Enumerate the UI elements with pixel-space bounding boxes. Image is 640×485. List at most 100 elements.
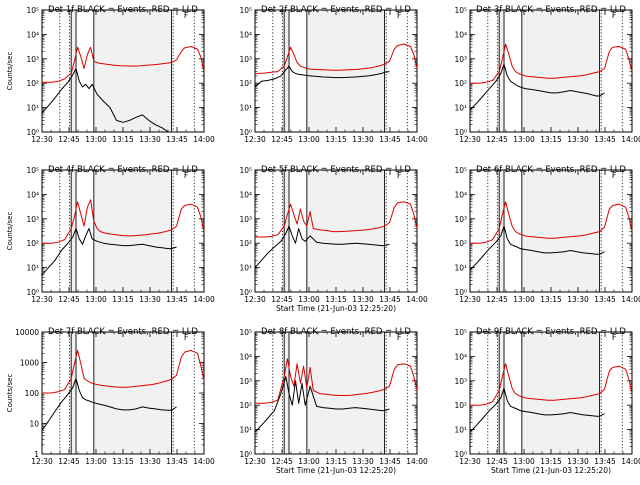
x-tick-label: 12:30 bbox=[31, 135, 53, 144]
x-tick-label: 13:00 bbox=[513, 135, 535, 144]
y-tick-label: 1000 bbox=[20, 359, 39, 368]
y-tick-label: 10⁰ bbox=[454, 288, 467, 297]
y-tick-label: 10¹ bbox=[239, 264, 252, 273]
y-tick-label: 10² bbox=[26, 79, 39, 88]
x-tick-label: 12:45 bbox=[58, 457, 80, 466]
x-tick-label: 13:15 bbox=[325, 457, 347, 466]
y-tick-label: 10¹ bbox=[239, 104, 252, 113]
y-tick-label: 10⁵ bbox=[239, 328, 252, 337]
x-axis-label: Start Time (21-Jun-03 12:25:20) bbox=[491, 466, 611, 475]
y-tick-label: 10³ bbox=[454, 377, 467, 386]
x-tick-label: 13:00 bbox=[298, 457, 320, 466]
x-tick-label: 13:15 bbox=[540, 295, 562, 304]
x-tick-label: 13:45 bbox=[379, 295, 401, 304]
series-line-lld bbox=[254, 43, 418, 74]
chart-panel-6: 10⁰ 10¹ 10² 10³ 10⁴ 10⁵ 12:30 12:45 13:00 13:15 13… bbox=[454, 165, 640, 304]
y-tick-label: 10⁴ bbox=[239, 30, 252, 39]
chart-panel-1: 10⁰ 10¹ 10² 10³ 10⁴ 10⁵ 12:30 12:45 13:00 13:15 13… bbox=[6, 5, 215, 144]
chart-title: Det 9f BLACK = Events, RED = LLD bbox=[476, 327, 626, 337]
x-tick-label: 13:30 bbox=[352, 295, 374, 304]
x-tick-label: 13:15 bbox=[325, 295, 347, 304]
y-tick-label: 10⁴ bbox=[239, 190, 252, 199]
shaded-interval bbox=[71, 332, 77, 454]
y-tick-label: 10⁵ bbox=[454, 6, 467, 15]
x-tick-label: 13:00 bbox=[85, 457, 107, 466]
chart-panel-3: 10⁰ 10¹ 10² 10³ 10⁴ 10⁵ 12:30 12:45 13:00 13:15 13… bbox=[454, 5, 640, 144]
shaded-interval bbox=[284, 332, 290, 454]
x-tick-label: 13:30 bbox=[352, 135, 374, 144]
y-tick-label: 10⁰ bbox=[26, 128, 39, 137]
series-line-lld bbox=[42, 199, 205, 244]
chart-panel-4: 10⁰ 10¹ 10² 10³ 10⁴ 10⁵ 12:30 12:45 13:00 13:15 13… bbox=[6, 165, 215, 304]
x-tick-label: 12:45 bbox=[271, 457, 293, 466]
x-tick-label: 13:15 bbox=[112, 295, 134, 304]
y-tick-label: 10⁵ bbox=[239, 166, 252, 175]
series-line-events bbox=[254, 65, 390, 88]
chart-title: Det 6f BLACK = Events, RED = LLD bbox=[476, 165, 626, 175]
x-tick-label: 12:45 bbox=[486, 135, 508, 144]
x-tick-label: 13:30 bbox=[139, 457, 161, 466]
y-tick-label: 10¹ bbox=[454, 264, 467, 273]
y-tick-label: 10³ bbox=[454, 215, 467, 224]
x-tick-label: 13:00 bbox=[513, 457, 535, 466]
x-axis-label: Start Time (21-Jun-03 12:25:20) bbox=[276, 304, 396, 313]
x-tick-label: 14:00 bbox=[621, 457, 640, 466]
y-tick-label: 10² bbox=[239, 79, 252, 88]
y-tick-label: 10¹ bbox=[454, 426, 467, 435]
flag-mark: F bbox=[184, 171, 189, 180]
y-tick-label: 10⁵ bbox=[454, 328, 467, 337]
shaded-interval bbox=[521, 170, 600, 292]
y-axis-label: Counts/sec bbox=[6, 52, 14, 91]
x-tick-label: 13:45 bbox=[379, 135, 401, 144]
y-axis-label: Counts/sec bbox=[6, 212, 14, 251]
series-line-lld bbox=[255, 201, 418, 238]
y-tick-label: 10 bbox=[29, 420, 39, 429]
series-line-events bbox=[41, 228, 177, 276]
x-tick-label: 13:00 bbox=[298, 295, 320, 304]
series-line-lld bbox=[42, 46, 205, 83]
y-tick-label: 10³ bbox=[26, 55, 39, 64]
chart-panel-9: 10⁰ 10¹ 10² 10³ 10⁴ 10⁵ 12:30 12:45 13:00 13:15 13… bbox=[454, 327, 640, 475]
flag-mark: F bbox=[184, 11, 189, 20]
x-tick-label: 13:15 bbox=[540, 135, 562, 144]
x-tick-label: 12:30 bbox=[459, 135, 481, 144]
y-tick-label: 10⁵ bbox=[26, 166, 39, 175]
y-tick-label: 10³ bbox=[454, 55, 467, 64]
y-tick-label: 10⁵ bbox=[454, 166, 467, 175]
x-tick-label: 12:45 bbox=[58, 135, 80, 144]
x-tick-label: 13:00 bbox=[85, 135, 107, 144]
x-tick-label: 14:00 bbox=[621, 135, 640, 144]
x-tick-label: 12:30 bbox=[31, 457, 53, 466]
y-tick-label: 10² bbox=[454, 239, 467, 248]
x-tick-label: 12:45 bbox=[271, 295, 293, 304]
x-tick-label: 13:45 bbox=[166, 457, 188, 466]
flag-mark: F bbox=[397, 333, 402, 342]
y-tick-label: 10⁰ bbox=[454, 450, 467, 459]
y-tick-label: 10² bbox=[239, 239, 252, 248]
x-tick-label: 13:30 bbox=[139, 135, 161, 144]
y-tick-label: 10² bbox=[454, 401, 467, 410]
x-tick-label: 13:45 bbox=[379, 457, 401, 466]
flag-mark: F bbox=[612, 333, 617, 342]
y-tick-label: 10³ bbox=[239, 377, 252, 386]
y-tick-label: 10³ bbox=[239, 215, 252, 224]
flag-mark: F bbox=[397, 171, 402, 180]
series-line-lld bbox=[470, 43, 633, 84]
x-tick-label: 12:45 bbox=[58, 295, 80, 304]
shaded-interval bbox=[306, 10, 385, 132]
shaded-interval bbox=[93, 332, 172, 454]
series-line-events bbox=[254, 376, 390, 433]
x-tick-label: 13:30 bbox=[567, 457, 589, 466]
y-tick-label: 10⁴ bbox=[454, 352, 467, 361]
y-tick-label: 10¹ bbox=[26, 104, 39, 113]
y-tick-label: 10⁰ bbox=[239, 288, 252, 297]
y-tick-label: 1 bbox=[34, 450, 39, 459]
series-line-events bbox=[254, 225, 390, 268]
y-tick-label: 10³ bbox=[26, 215, 39, 224]
y-tick-label: 10⁴ bbox=[454, 30, 467, 39]
y-tick-label: 10³ bbox=[239, 55, 252, 64]
series-line-events bbox=[469, 387, 605, 433]
x-tick-label: 13:45 bbox=[166, 295, 188, 304]
x-tick-label: 12:30 bbox=[459, 295, 481, 304]
